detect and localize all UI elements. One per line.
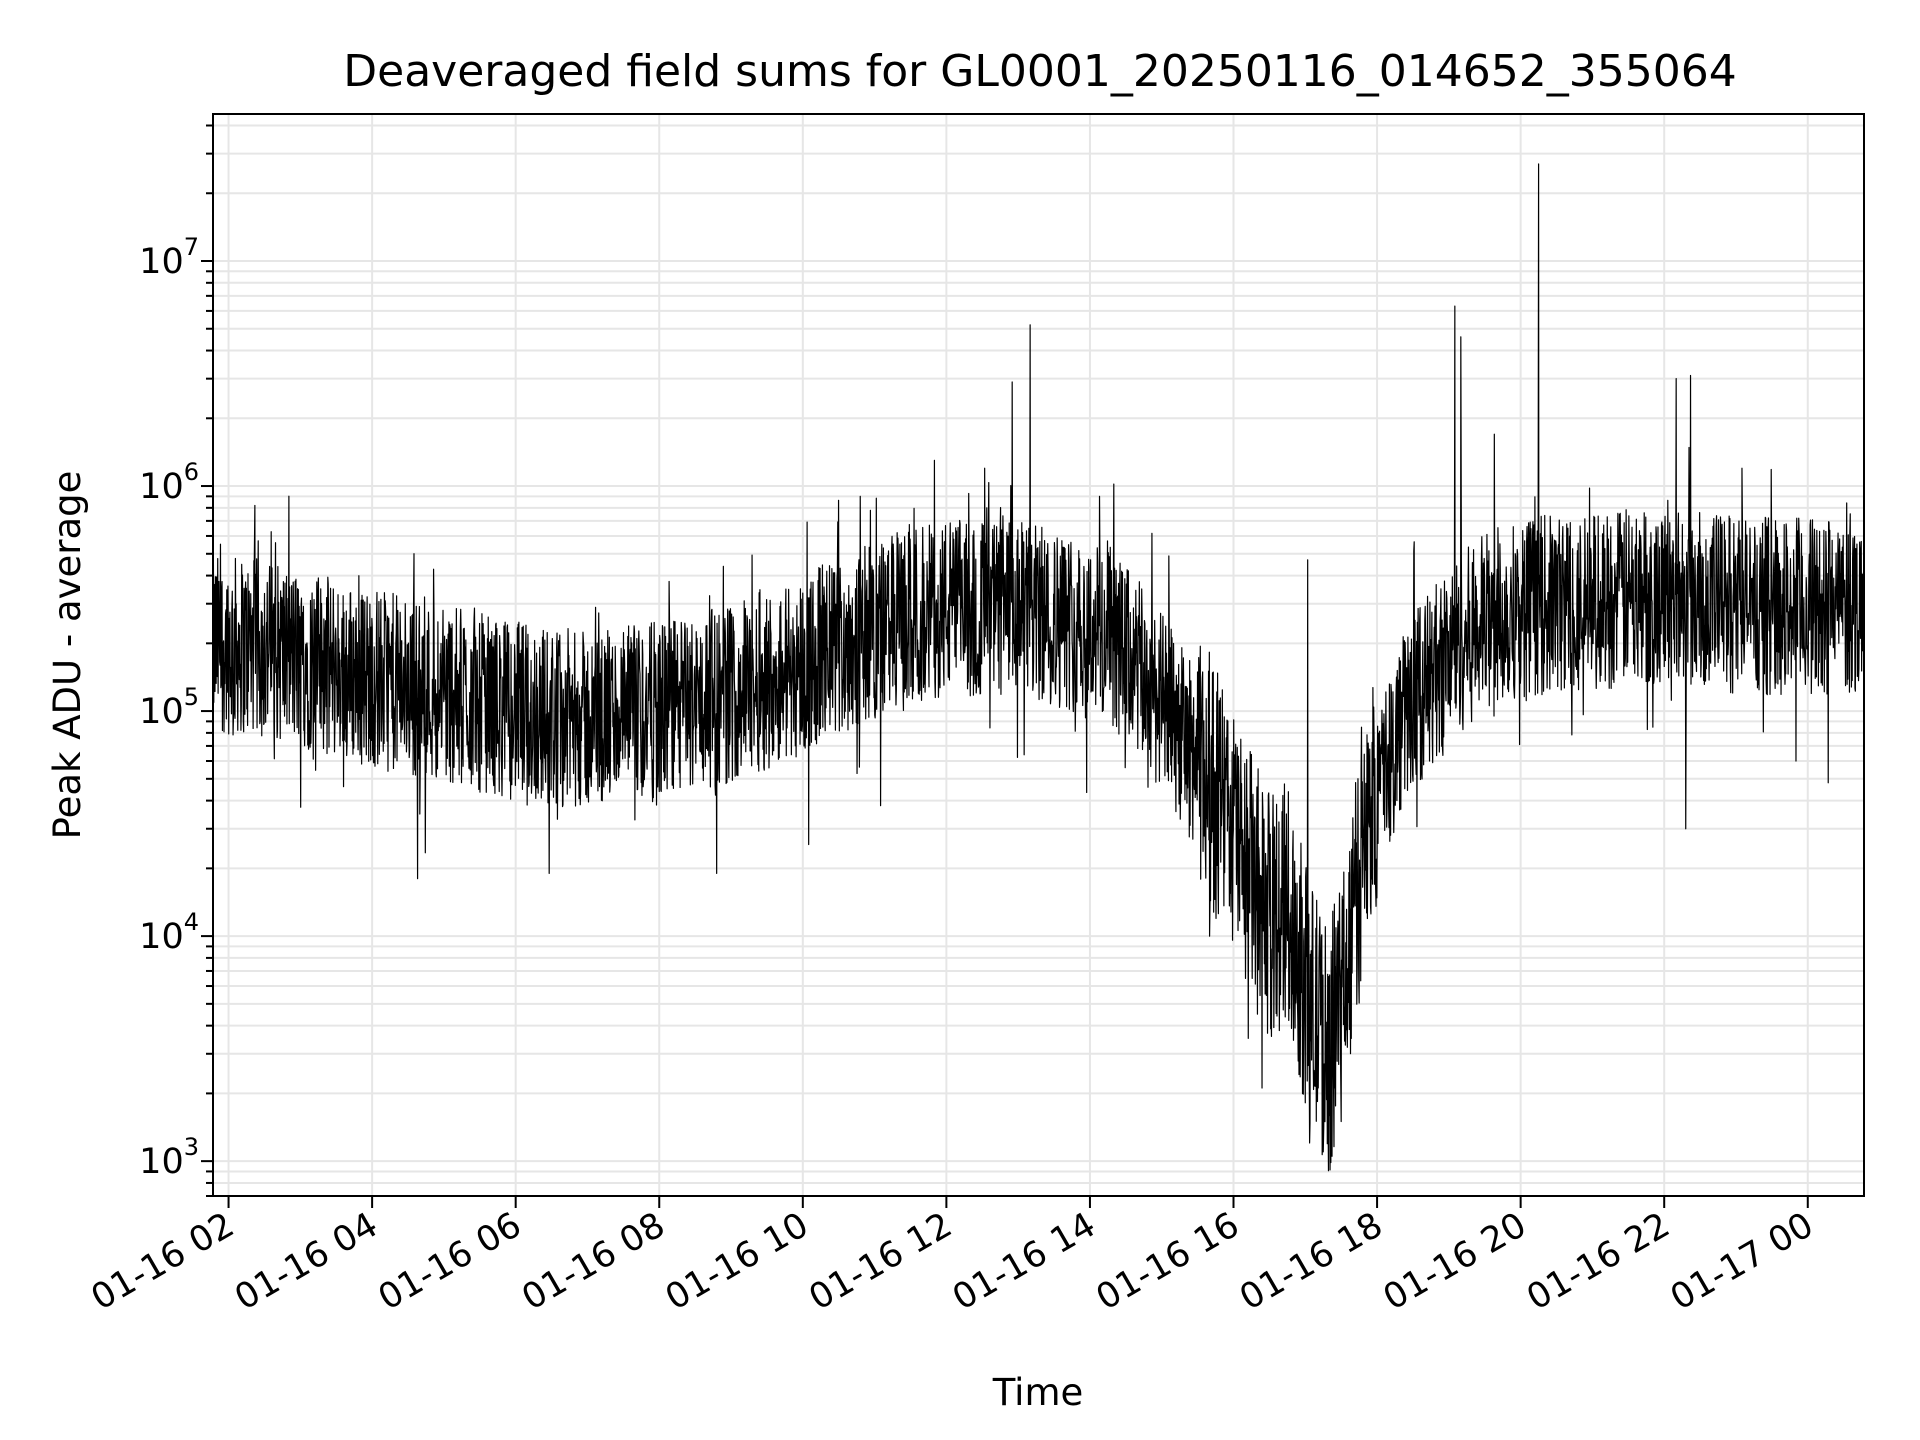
x-axis-label: Time	[992, 1371, 1084, 1414]
y-tick-label: 103	[139, 1133, 199, 1182]
y-tick-label: 107	[139, 233, 199, 282]
y-axis: 103 104 105 106 107	[139, 124, 213, 1197]
axes-frame	[212, 113, 1865, 1197]
y-tick-label: 105	[139, 683, 199, 732]
y-axis-label: Peak ADU - average	[46, 471, 89, 840]
y-tick-label: 106	[139, 458, 199, 507]
series-group	[212, 163, 1865, 1172]
chart-title: Deaveraged field sums for GL0001_2025011…	[343, 46, 1736, 97]
series-line	[212, 163, 1865, 1172]
y-tick-label: 104	[139, 908, 199, 957]
